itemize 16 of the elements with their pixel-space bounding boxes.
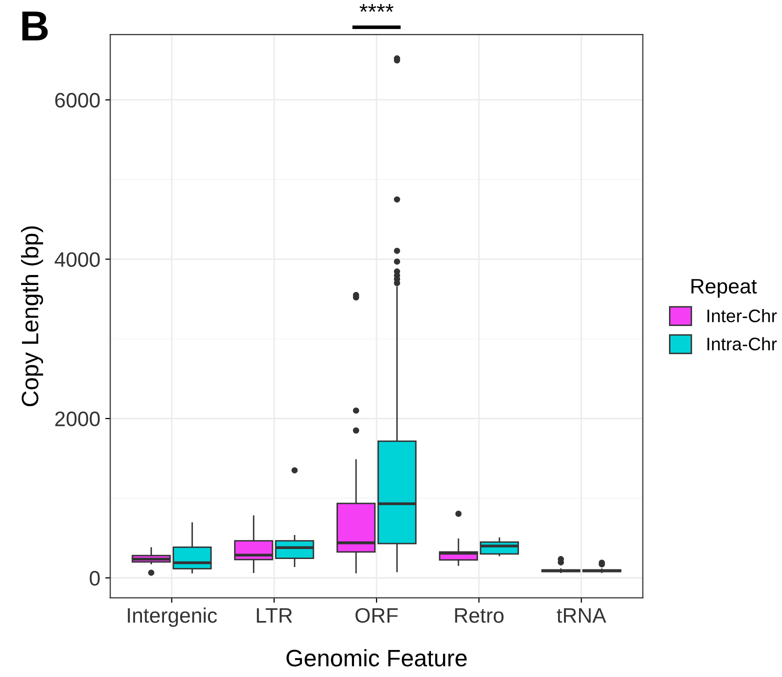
y-tick-label: 2000 (55, 412, 100, 426)
legend-label: Intra-Chr (707, 337, 777, 350)
x-tick-label: Intergenic (128, 608, 217, 627)
y-tick-label: 4000 (54, 252, 100, 267)
y-tick-label: 6000 (55, 92, 100, 108)
x-tick-label: LTR (256, 608, 292, 623)
x-axis-title: Genomic Feature (286, 649, 467, 666)
y-axis-title: Copy Length (bp) (21, 226, 44, 406)
x-tick-label: tRNA (556, 608, 606, 623)
legend-label: Inter-Chr (707, 309, 777, 322)
x-tick-label: ORF (356, 608, 398, 623)
x-tick-label: Retro (455, 608, 504, 623)
text: B (22, 12, 48, 40)
text: **** (360, 4, 394, 12)
y-tick-label: 0 (90, 570, 100, 586)
legend-title: Repeat (691, 279, 757, 298)
